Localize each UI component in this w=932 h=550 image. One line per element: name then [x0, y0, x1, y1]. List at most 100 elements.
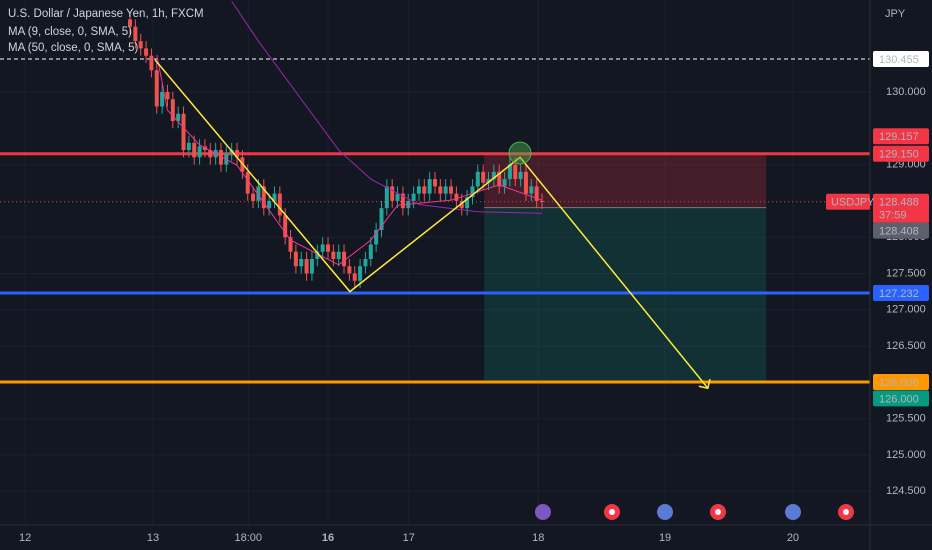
- candle-body: [293, 251, 298, 267]
- y-tick-label: 127.000: [886, 304, 926, 316]
- candle-body: [154, 70, 159, 107]
- candle-body: [304, 258, 309, 274]
- symbol-title: U.S. Dollar / Japanese Yen, 1h, FXCM: [8, 8, 204, 20]
- highlight-circle: [508, 141, 532, 165]
- candle-body: [486, 179, 491, 183]
- candle-body: [256, 186, 261, 201]
- candle-body: [251, 193, 256, 201]
- candle-body: [427, 179, 432, 194]
- price-tag-label: 129.150: [879, 149, 919, 161]
- y-tick-label: 125.000: [886, 449, 926, 461]
- x-tick-label: 18:00: [235, 532, 263, 544]
- symbol-tag-label: USDJPY: [831, 197, 875, 209]
- candle-body: [181, 113, 186, 151]
- event-icon: [535, 504, 551, 520]
- candle-body: [358, 266, 363, 281]
- candle-body: [513, 164, 518, 180]
- candle-body: [379, 208, 384, 230]
- candles: [128, 12, 545, 289]
- candle-body: [523, 171, 528, 194]
- y-tick-label: 126.500: [886, 340, 926, 352]
- candle-body: [529, 186, 534, 194]
- candle-body: [277, 193, 282, 216]
- x-tick-label: 19: [659, 532, 671, 544]
- candle-body: [325, 244, 330, 252]
- event-icon-dot: [609, 509, 615, 515]
- candle-body: [336, 251, 341, 259]
- candle-body: [481, 171, 486, 183]
- arrow-head: [698, 379, 711, 390]
- candle-body: [128, 19, 133, 27]
- ma9-legend: MA (9, close, 0, SMA, 5): [8, 26, 132, 38]
- candle-body: [208, 150, 213, 158]
- x-tick-label: 20: [787, 532, 799, 544]
- candle-body: [133, 26, 138, 42]
- candle-body: [160, 91, 165, 107]
- y-tick-label: 125.500: [886, 413, 926, 425]
- candle-body: [443, 186, 448, 194]
- candle-body: [491, 171, 496, 180]
- price-tag-label: 128.408: [879, 225, 919, 237]
- candle-body: [352, 273, 357, 281]
- x-tick-label: 17: [403, 532, 415, 544]
- candle-body: [138, 41, 143, 49]
- price-tag-label: 126.006: [879, 377, 919, 389]
- candle-body: [454, 193, 459, 201]
- price-tag: [873, 50, 929, 67]
- price-tag: [873, 373, 929, 390]
- candle-body: [384, 186, 389, 209]
- event-icons: [535, 504, 854, 520]
- countdown-label: 37:59: [879, 210, 907, 222]
- symbol-tag: [826, 193, 870, 210]
- candle-body: [235, 150, 240, 158]
- y-tick-label: 124.500: [886, 485, 926, 497]
- candle-body: [518, 171, 523, 180]
- candle-body: [320, 244, 325, 252]
- candle-body: [283, 215, 288, 238]
- candle-body: [411, 193, 416, 201]
- candle-body: [267, 200, 272, 209]
- candle-body: [507, 164, 512, 180]
- candle-body: [502, 179, 507, 187]
- trend-line: [154, 59, 709, 389]
- price-tag: [873, 284, 929, 301]
- candle-body: [390, 186, 395, 201]
- y-tick-label: 130.000: [886, 86, 926, 98]
- trend-drawing: [154, 59, 711, 390]
- candle-body: [347, 266, 352, 274]
- candle-body: [144, 48, 149, 56]
- candle-body: [400, 193, 405, 209]
- price-tag-label: 128.488: [879, 197, 919, 209]
- candle-body: [449, 186, 454, 194]
- price-tag-label: 129.157: [879, 131, 919, 143]
- candle-body: [416, 186, 421, 194]
- candle-body: [272, 193, 277, 201]
- candle-body: [374, 229, 379, 245]
- candle-body: [342, 251, 347, 267]
- candle-body: [438, 186, 443, 194]
- grid: [0, 0, 870, 525]
- candle-body: [422, 186, 427, 194]
- price-tag: [873, 128, 929, 145]
- candle-body: [186, 142, 191, 151]
- event-icon-dot: [715, 509, 721, 515]
- candle-body: [470, 186, 475, 198]
- x-tick-label: 12: [19, 532, 31, 544]
- candle-body: [288, 237, 293, 252]
- candle-body: [540, 200, 545, 202]
- price-tag-label: 130.455: [879, 54, 919, 66]
- candle-body: [299, 258, 304, 267]
- candle-body: [309, 258, 314, 274]
- price-tag-label: 127.232: [879, 288, 919, 300]
- x-tick-label: 18: [532, 532, 544, 544]
- candle-body: [245, 171, 250, 194]
- candle-body: [261, 186, 266, 209]
- candle-body: [368, 244, 373, 259]
- currency: JPY: [885, 8, 906, 20]
- candle-body: [170, 99, 175, 122]
- candle-body: [475, 171, 480, 187]
- target-zone: [484, 207, 767, 383]
- candle-body: [534, 186, 539, 201]
- x-tick-label: 16: [322, 532, 334, 544]
